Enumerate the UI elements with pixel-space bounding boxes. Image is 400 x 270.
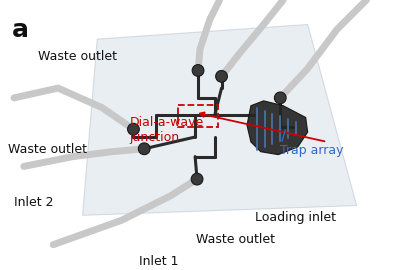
Text: a: a <box>12 18 29 42</box>
Text: Trap array: Trap array <box>280 144 344 157</box>
Text: Inlet 1: Inlet 1 <box>139 255 179 268</box>
Text: Waste outlet: Waste outlet <box>38 50 116 63</box>
Circle shape <box>128 123 139 135</box>
Circle shape <box>274 92 286 104</box>
Text: Waste outlet: Waste outlet <box>196 232 275 245</box>
Text: Loading inlet: Loading inlet <box>255 211 336 224</box>
Circle shape <box>138 143 150 155</box>
Text: Dial-a-wave
junction: Dial-a-wave junction <box>130 116 204 144</box>
Polygon shape <box>82 25 357 215</box>
Text: Waste outlet: Waste outlet <box>8 143 87 156</box>
Circle shape <box>191 173 203 185</box>
Circle shape <box>216 70 228 82</box>
Text: Inlet 2: Inlet 2 <box>14 195 54 208</box>
Circle shape <box>192 65 204 76</box>
Polygon shape <box>247 101 308 155</box>
